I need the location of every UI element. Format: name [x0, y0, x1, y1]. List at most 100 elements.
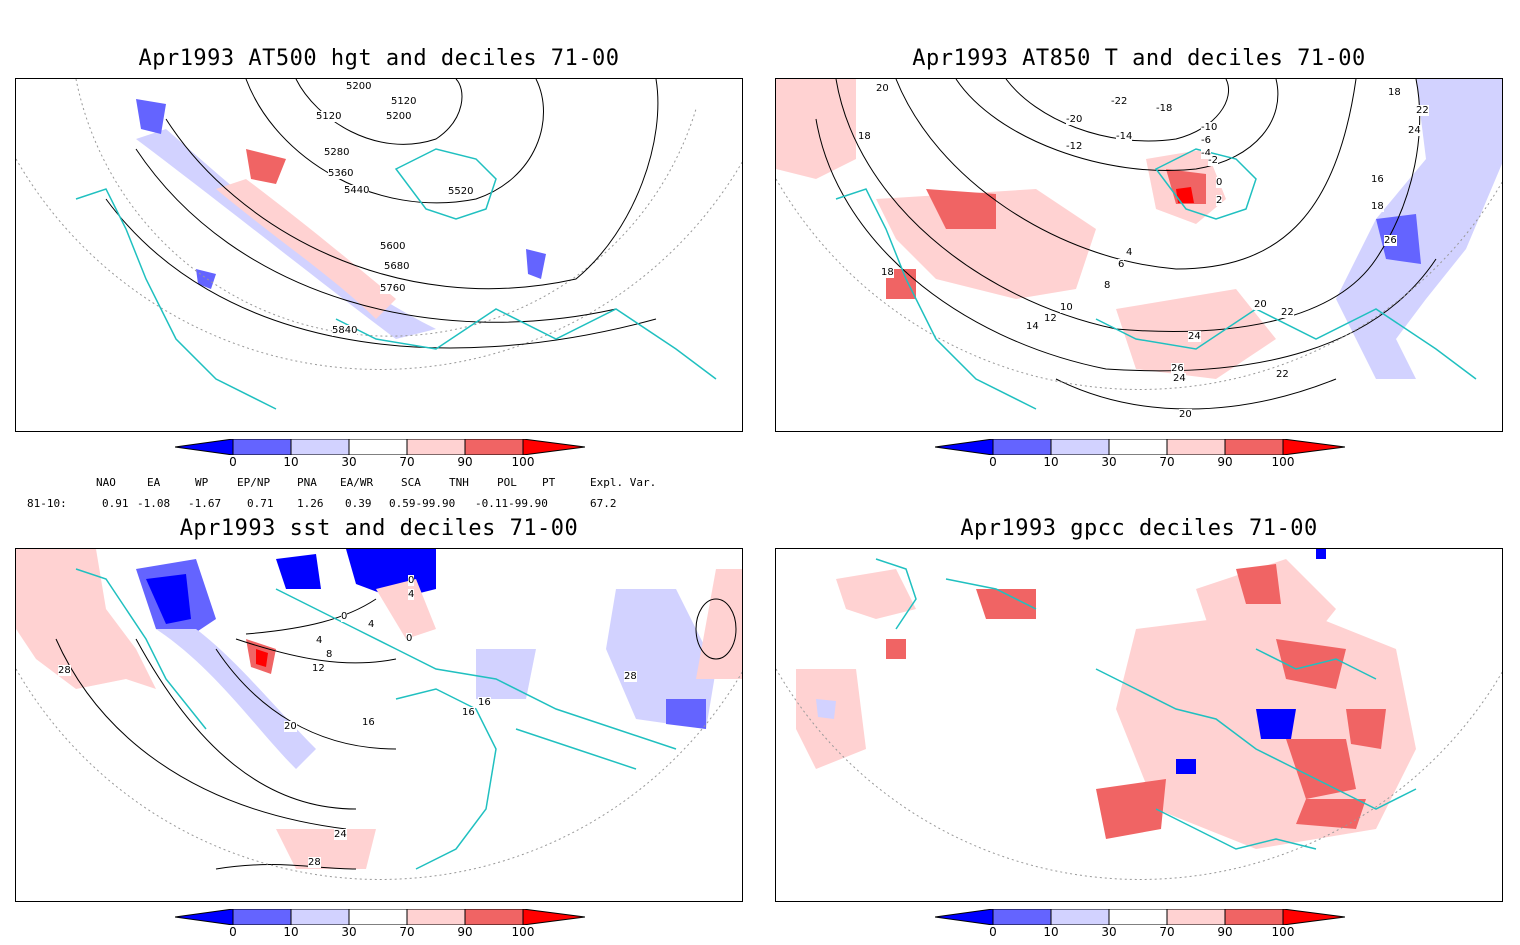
contour-label: 14 — [1026, 321, 1039, 332]
contour-label: 5600 — [380, 241, 406, 252]
index-value-nao: 0.91 — [102, 497, 129, 510]
contour-label: 5200 — [346, 81, 372, 92]
index-header-epnp: EP/NP — [237, 476, 271, 489]
contour-label: 10 — [1060, 302, 1073, 313]
contour-label: 18 — [881, 267, 894, 278]
contour-label: 24 — [1408, 125, 1421, 136]
colorbar-label: 10 — [283, 925, 299, 939]
map-hgt500: 5200 5120 5120 5200 5280 5360 5440 5520 … — [15, 78, 743, 432]
contour-label: 5520 — [448, 186, 474, 197]
colorbar-label: 0 — [989, 925, 997, 939]
colorbar-label: 30 — [1101, 925, 1117, 939]
contour-label: 24 — [334, 829, 347, 840]
index-value-epnp: 0.71 — [247, 497, 274, 510]
colorbar-4: 0 10 30 70 90 100 — [934, 908, 1346, 945]
colorbar-label: 100 — [511, 925, 535, 939]
colorbar-label: 70 — [399, 455, 415, 469]
colorbar-label: 100 — [1271, 455, 1295, 469]
contour-label: -18 — [1156, 103, 1173, 114]
map-t850: 20 18 18 -22 -20 -18 -14 -12 -10 -6 -4 -… — [775, 78, 1503, 432]
contour-label: 12 — [1044, 313, 1057, 324]
contour-label: 28 — [308, 857, 321, 868]
colorbar-label: 90 — [457, 455, 473, 469]
colorbar-label: 0 — [229, 925, 237, 939]
colorbar-label: 90 — [1217, 925, 1233, 939]
contour-label: 8 — [326, 649, 333, 660]
index-header-nao: NAO — [96, 476, 116, 489]
index-value-ea: -1.08 — [137, 497, 171, 510]
index-header-pol: POL — [497, 476, 517, 489]
colorbar-label: 100 — [511, 455, 535, 469]
contour-label: 16 — [462, 707, 475, 718]
contour-label: 4 — [368, 619, 375, 630]
colorbar-label: 70 — [1159, 925, 1175, 939]
contour-label: 0 — [341, 611, 348, 622]
contour-label: -4 — [1201, 148, 1211, 159]
colorbar-label: 90 — [457, 925, 473, 939]
contour-label: 5360 — [328, 168, 354, 179]
contour-label: 16 — [478, 697, 491, 708]
contour-label: 5680 — [384, 261, 410, 272]
colorbar-1: 0 10 30 70 90 100 — [174, 438, 586, 475]
colorbar-label: 0 — [229, 455, 237, 469]
contour-label: 5760 — [380, 283, 406, 294]
colorbar-label: 100 — [1271, 925, 1295, 939]
contour-label: 28 — [58, 665, 71, 676]
contour-label: -2 — [1208, 155, 1218, 166]
contour-label: 12 — [312, 663, 325, 674]
panel-title-hgt500: Apr1993 AT500 hgt and deciles 71-00 — [138, 46, 620, 71]
index-header-eawr: EA/WR — [340, 476, 374, 489]
contour-label: 16 — [362, 717, 375, 728]
contour-label: 18 — [858, 131, 871, 142]
index-value-pna: 1.26 — [297, 497, 324, 510]
map-sst: 28 0 4 8 12 16 20 24 28 0 4 16 16 28 0 4 — [15, 548, 743, 902]
contour-label: 22 — [1281, 307, 1294, 318]
colorbar-label: 30 — [1101, 455, 1117, 469]
contour-label: -6 — [1201, 135, 1211, 146]
contour-label: 28 — [624, 671, 637, 682]
contour-label: 16 — [1371, 174, 1384, 185]
contour-label: 5200 — [386, 111, 412, 122]
index-value-pol-pt: -0.11-99.90 — [475, 497, 548, 510]
contour-label: 5120 — [391, 96, 417, 107]
index-header-wp: WP — [195, 476, 209, 489]
contour-label: 26 — [1171, 363, 1184, 374]
contour-label: 24 — [1173, 373, 1186, 384]
colorbar-label: 10 — [283, 455, 299, 469]
index-header-ea: EA — [147, 476, 161, 489]
contour-label: 20 — [1179, 409, 1192, 420]
contour-label: 22 — [1416, 105, 1429, 116]
contour-label: 0 — [1216, 177, 1223, 188]
contour-label: 26 — [1384, 235, 1397, 246]
contour-label: 4 — [1126, 247, 1133, 258]
index-row-label: 81-10: — [27, 497, 67, 510]
index-header-sca: SCA — [401, 476, 421, 489]
contour-label: 5280 — [324, 147, 350, 158]
index-value-wp: -1.67 — [188, 497, 222, 510]
colorbar-label: 30 — [341, 455, 357, 469]
contour-label: 5440 — [344, 185, 370, 196]
colorbar-label: 0 — [989, 455, 997, 469]
index-value-sca-tnh: 0.59-99.90 — [389, 497, 456, 510]
index-header-expl-var: Expl. Var. — [590, 476, 657, 489]
index-header-pt: PT — [542, 476, 556, 489]
contour-label: -20 — [1066, 114, 1083, 125]
index-header-tnh: TNH — [449, 476, 469, 489]
contour-label: -22 — [1111, 96, 1128, 107]
colorbar-2: 0 10 30 70 90 100 — [934, 438, 1346, 475]
teleconnection-table: NAO EA WP EP/NP PNA EA/WR SCA TNH POL PT… — [0, 474, 700, 514]
contour-label: 5840 — [332, 325, 358, 336]
contour-label: 0 — [408, 575, 415, 586]
map-gpcc — [775, 548, 1503, 902]
colorbar-label: 30 — [341, 925, 357, 939]
colorbar-3: 0 10 30 70 90 100 — [174, 908, 586, 945]
index-value-eawr: 0.39 — [345, 497, 372, 510]
panel-title-sst: Apr1993 sst and deciles 71-00 — [179, 516, 579, 541]
panel-title-gpcc: Apr1993 gpcc deciles 71-00 — [960, 516, 1318, 541]
contour-label: 0 — [406, 633, 413, 644]
index-value-expl-var: 67.2 — [590, 497, 617, 510]
contour-label: 18 — [1371, 201, 1384, 212]
panel-title-t850: Apr1993 AT850 T and deciles 71-00 — [912, 46, 1366, 71]
contour-label: 8 — [1104, 280, 1111, 291]
contour-label: -14 — [1116, 131, 1133, 142]
